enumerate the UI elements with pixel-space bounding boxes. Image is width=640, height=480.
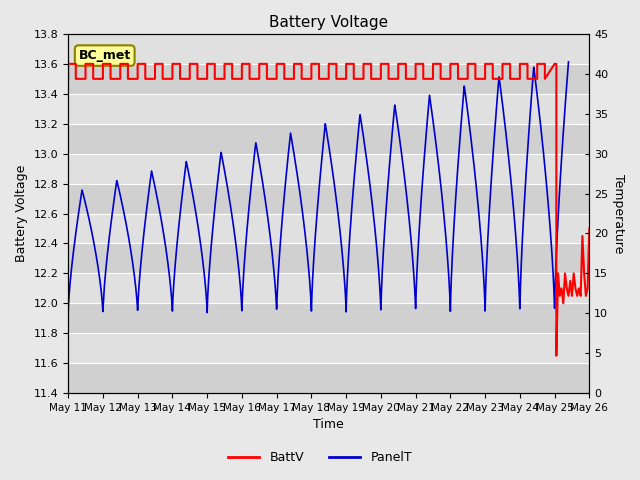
Bar: [68, 94, 589, 124]
Bar: [68, 184, 589, 214]
Bar: [68, 214, 589, 243]
Text: BC_met: BC_met: [79, 49, 131, 62]
Bar: [68, 64, 589, 94]
X-axis label: Time: Time: [314, 419, 344, 432]
Bar: [68, 154, 589, 184]
Title: Battery Voltage: Battery Voltage: [269, 15, 388, 30]
Y-axis label: Battery Voltage: Battery Voltage: [15, 165, 28, 262]
Bar: [68, 363, 589, 393]
Bar: [68, 274, 589, 303]
Bar: [68, 34, 589, 64]
Bar: [68, 303, 589, 333]
Bar: [68, 333, 589, 363]
Legend: BattV, PanelT: BattV, PanelT: [223, 446, 417, 469]
Bar: [68, 124, 589, 154]
Y-axis label: Temperature: Temperature: [612, 174, 625, 253]
Bar: [68, 243, 589, 274]
